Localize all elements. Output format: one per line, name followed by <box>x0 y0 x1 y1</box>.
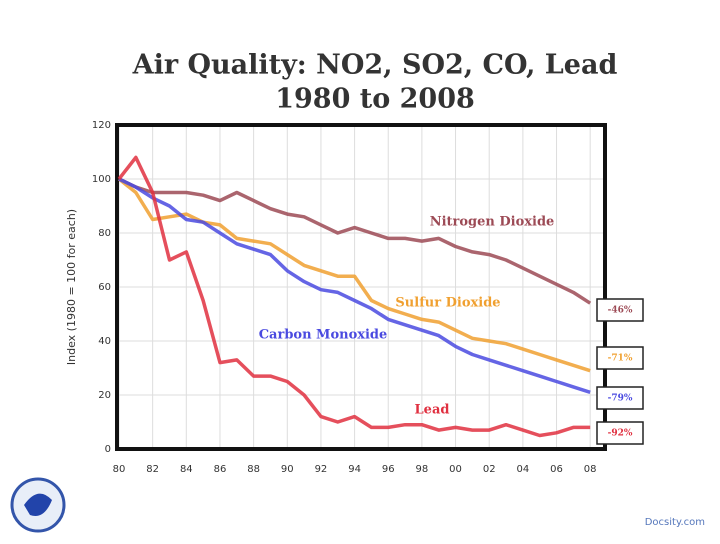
end-label: -79% <box>608 394 633 404</box>
x-tick-label: 90 <box>281 464 294 475</box>
end-label: -71% <box>608 354 633 364</box>
x-tick-label: 00 <box>449 464 462 475</box>
x-tick-label: 84 <box>180 464 193 475</box>
x-tick-label: 98 <box>416 464 429 475</box>
x-tick-label: 82 <box>146 464 159 475</box>
x-tick-label: 80 <box>113 464 126 475</box>
y-tick-label: 60 <box>98 282 111 293</box>
x-tick-label: 86 <box>214 464 227 475</box>
series-label: Nitrogen Dioxide <box>430 215 555 230</box>
x-tick-label: 88 <box>247 464 260 475</box>
x-tick-label: 94 <box>348 464 361 475</box>
series-label: Carbon Monoxide <box>259 328 388 343</box>
y-axis-label: Index (1980 = 100 for each) <box>65 209 78 365</box>
y-tick-label: 0 <box>105 444 111 455</box>
plot-frame <box>115 123 607 451</box>
y-tick-label: 20 <box>98 390 111 401</box>
chart-subtitle: 1980 to 2008 <box>275 84 475 115</box>
series-line <box>117 155 591 438</box>
y-tick-label: 100 <box>92 174 111 185</box>
x-tick-label: 08 <box>584 464 597 475</box>
x-tick-label: 96 <box>382 464 395 475</box>
end-label-box <box>596 346 644 370</box>
end-label-box <box>596 298 644 322</box>
series-line <box>118 177 592 305</box>
end-label-box <box>596 421 644 445</box>
footer: Docsity.com <box>645 517 705 528</box>
x-tick-label: 06 <box>550 464 563 475</box>
series-label: Lead <box>415 403 450 418</box>
end-label: -92% <box>608 429 633 439</box>
series-line <box>117 177 591 373</box>
series-line <box>118 177 591 394</box>
y-tick-label: 80 <box>98 228 111 239</box>
logo <box>10 477 66 533</box>
x-tick-label: 04 <box>516 464 529 475</box>
y-tick-label: 40 <box>98 336 111 347</box>
y-tick-label: 120 <box>92 120 111 131</box>
end-label-box <box>596 386 644 410</box>
x-tick-label: 92 <box>315 464 328 475</box>
x-tick-label: 02 <box>483 464 496 475</box>
series-label: Sulfur Dioxide <box>395 296 500 311</box>
end-label: -46% <box>608 306 633 316</box>
chart-title: Air Quality: NO2, SO2, CO, Lead <box>132 50 618 81</box>
